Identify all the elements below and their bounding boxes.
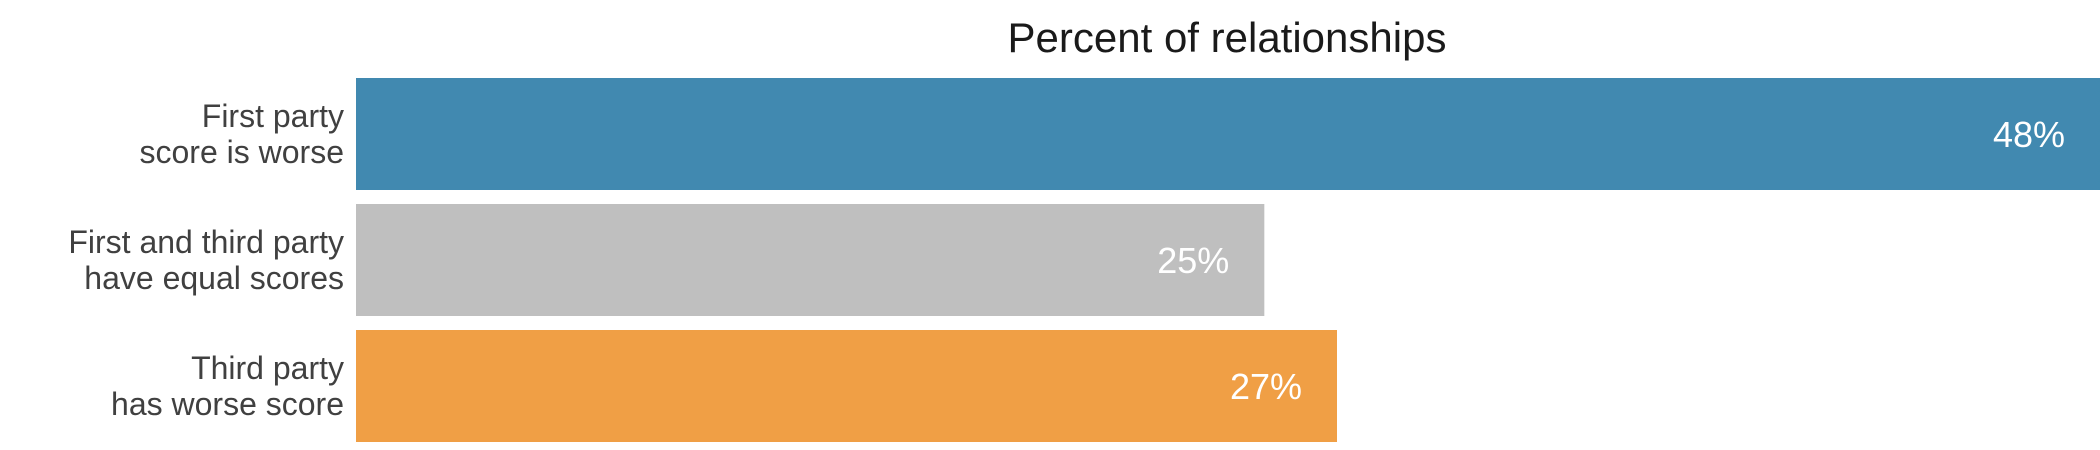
- category-label-line: has worse score: [111, 386, 344, 422]
- bar-value-label-3: 27%: [1230, 366, 1302, 407]
- bar-3: [356, 330, 1337, 442]
- bar-2: [356, 204, 1265, 316]
- bars-group: 48% First party score is worse 25% First and…: [68, 78, 2100, 442]
- category-label-line: First party: [202, 98, 344, 134]
- chart-title: Percent of relationships: [1008, 14, 1447, 61]
- category-label-line: Third party: [191, 350, 344, 386]
- category-label-3: Third party has worse score: [111, 350, 344, 422]
- category-label-line: First and third party: [68, 224, 344, 260]
- category-label-line: score is worse: [140, 134, 345, 170]
- category-label-2: First and third party have equal scores: [68, 224, 344, 296]
- bar-1: [356, 78, 2100, 190]
- bar-value-label-1: 48%: [1993, 114, 2065, 155]
- category-label-1: First party score is worse: [140, 98, 345, 170]
- category-label-line: have equal scores: [84, 260, 344, 296]
- bar-value-label-2: 25%: [1157, 240, 1229, 281]
